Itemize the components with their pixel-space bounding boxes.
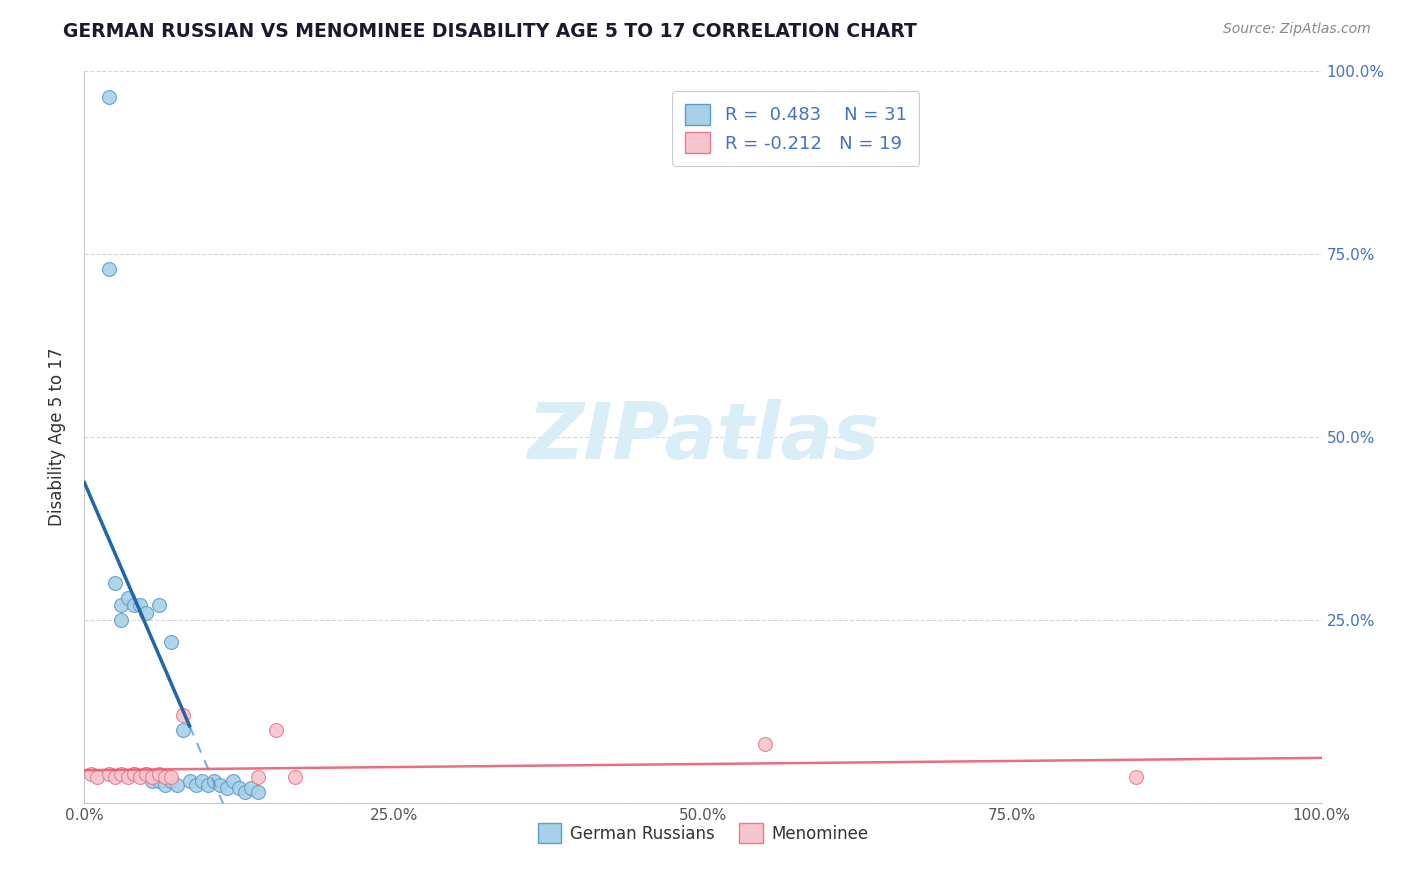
Point — [160, 770, 183, 784]
Point — [264, 723, 287, 737]
Point — [246, 785, 269, 799]
Point — [153, 778, 176, 792]
Point — [122, 766, 145, 780]
Point — [117, 770, 139, 784]
Point — [179, 773, 201, 788]
Point — [104, 576, 127, 591]
Point — [197, 778, 219, 792]
Point — [284, 770, 307, 784]
Point — [1125, 770, 1147, 784]
Point — [166, 778, 188, 792]
Point — [148, 773, 170, 788]
Point — [202, 773, 225, 788]
Text: ZIPatlas: ZIPatlas — [527, 399, 879, 475]
Point — [153, 770, 176, 784]
Point — [98, 261, 121, 276]
Point — [98, 90, 121, 104]
Legend: German Russians, Menominee: German Russians, Menominee — [531, 817, 875, 849]
Point — [122, 599, 145, 613]
Point — [135, 766, 157, 780]
Point — [148, 766, 170, 780]
Point — [160, 773, 183, 788]
Point — [209, 778, 232, 792]
Point — [215, 781, 238, 796]
Point — [104, 770, 127, 784]
Y-axis label: Disability Age 5 to 17: Disability Age 5 to 17 — [48, 348, 66, 526]
Point — [79, 766, 101, 780]
Point — [191, 773, 214, 788]
Point — [98, 766, 121, 780]
Point — [172, 708, 194, 723]
Point — [184, 778, 207, 792]
Point — [117, 591, 139, 605]
Text: GERMAN RUSSIAN VS MENOMINEE DISABILITY AGE 5 TO 17 CORRELATION CHART: GERMAN RUSSIAN VS MENOMINEE DISABILITY A… — [63, 22, 917, 41]
Point — [754, 737, 776, 751]
Point — [141, 770, 163, 784]
Point — [110, 766, 132, 780]
Point — [129, 599, 152, 613]
Point — [228, 781, 250, 796]
Point — [222, 773, 245, 788]
Point — [122, 766, 145, 780]
Point — [135, 606, 157, 620]
Point — [129, 770, 152, 784]
Point — [86, 770, 108, 784]
Point — [233, 785, 256, 799]
Point — [240, 781, 263, 796]
Point — [148, 599, 170, 613]
Point — [141, 773, 163, 788]
Point — [110, 599, 132, 613]
Point — [110, 613, 132, 627]
Point — [172, 723, 194, 737]
Point — [246, 770, 269, 784]
Point — [160, 635, 183, 649]
Point — [135, 766, 157, 780]
Text: Source: ZipAtlas.com: Source: ZipAtlas.com — [1223, 22, 1371, 37]
